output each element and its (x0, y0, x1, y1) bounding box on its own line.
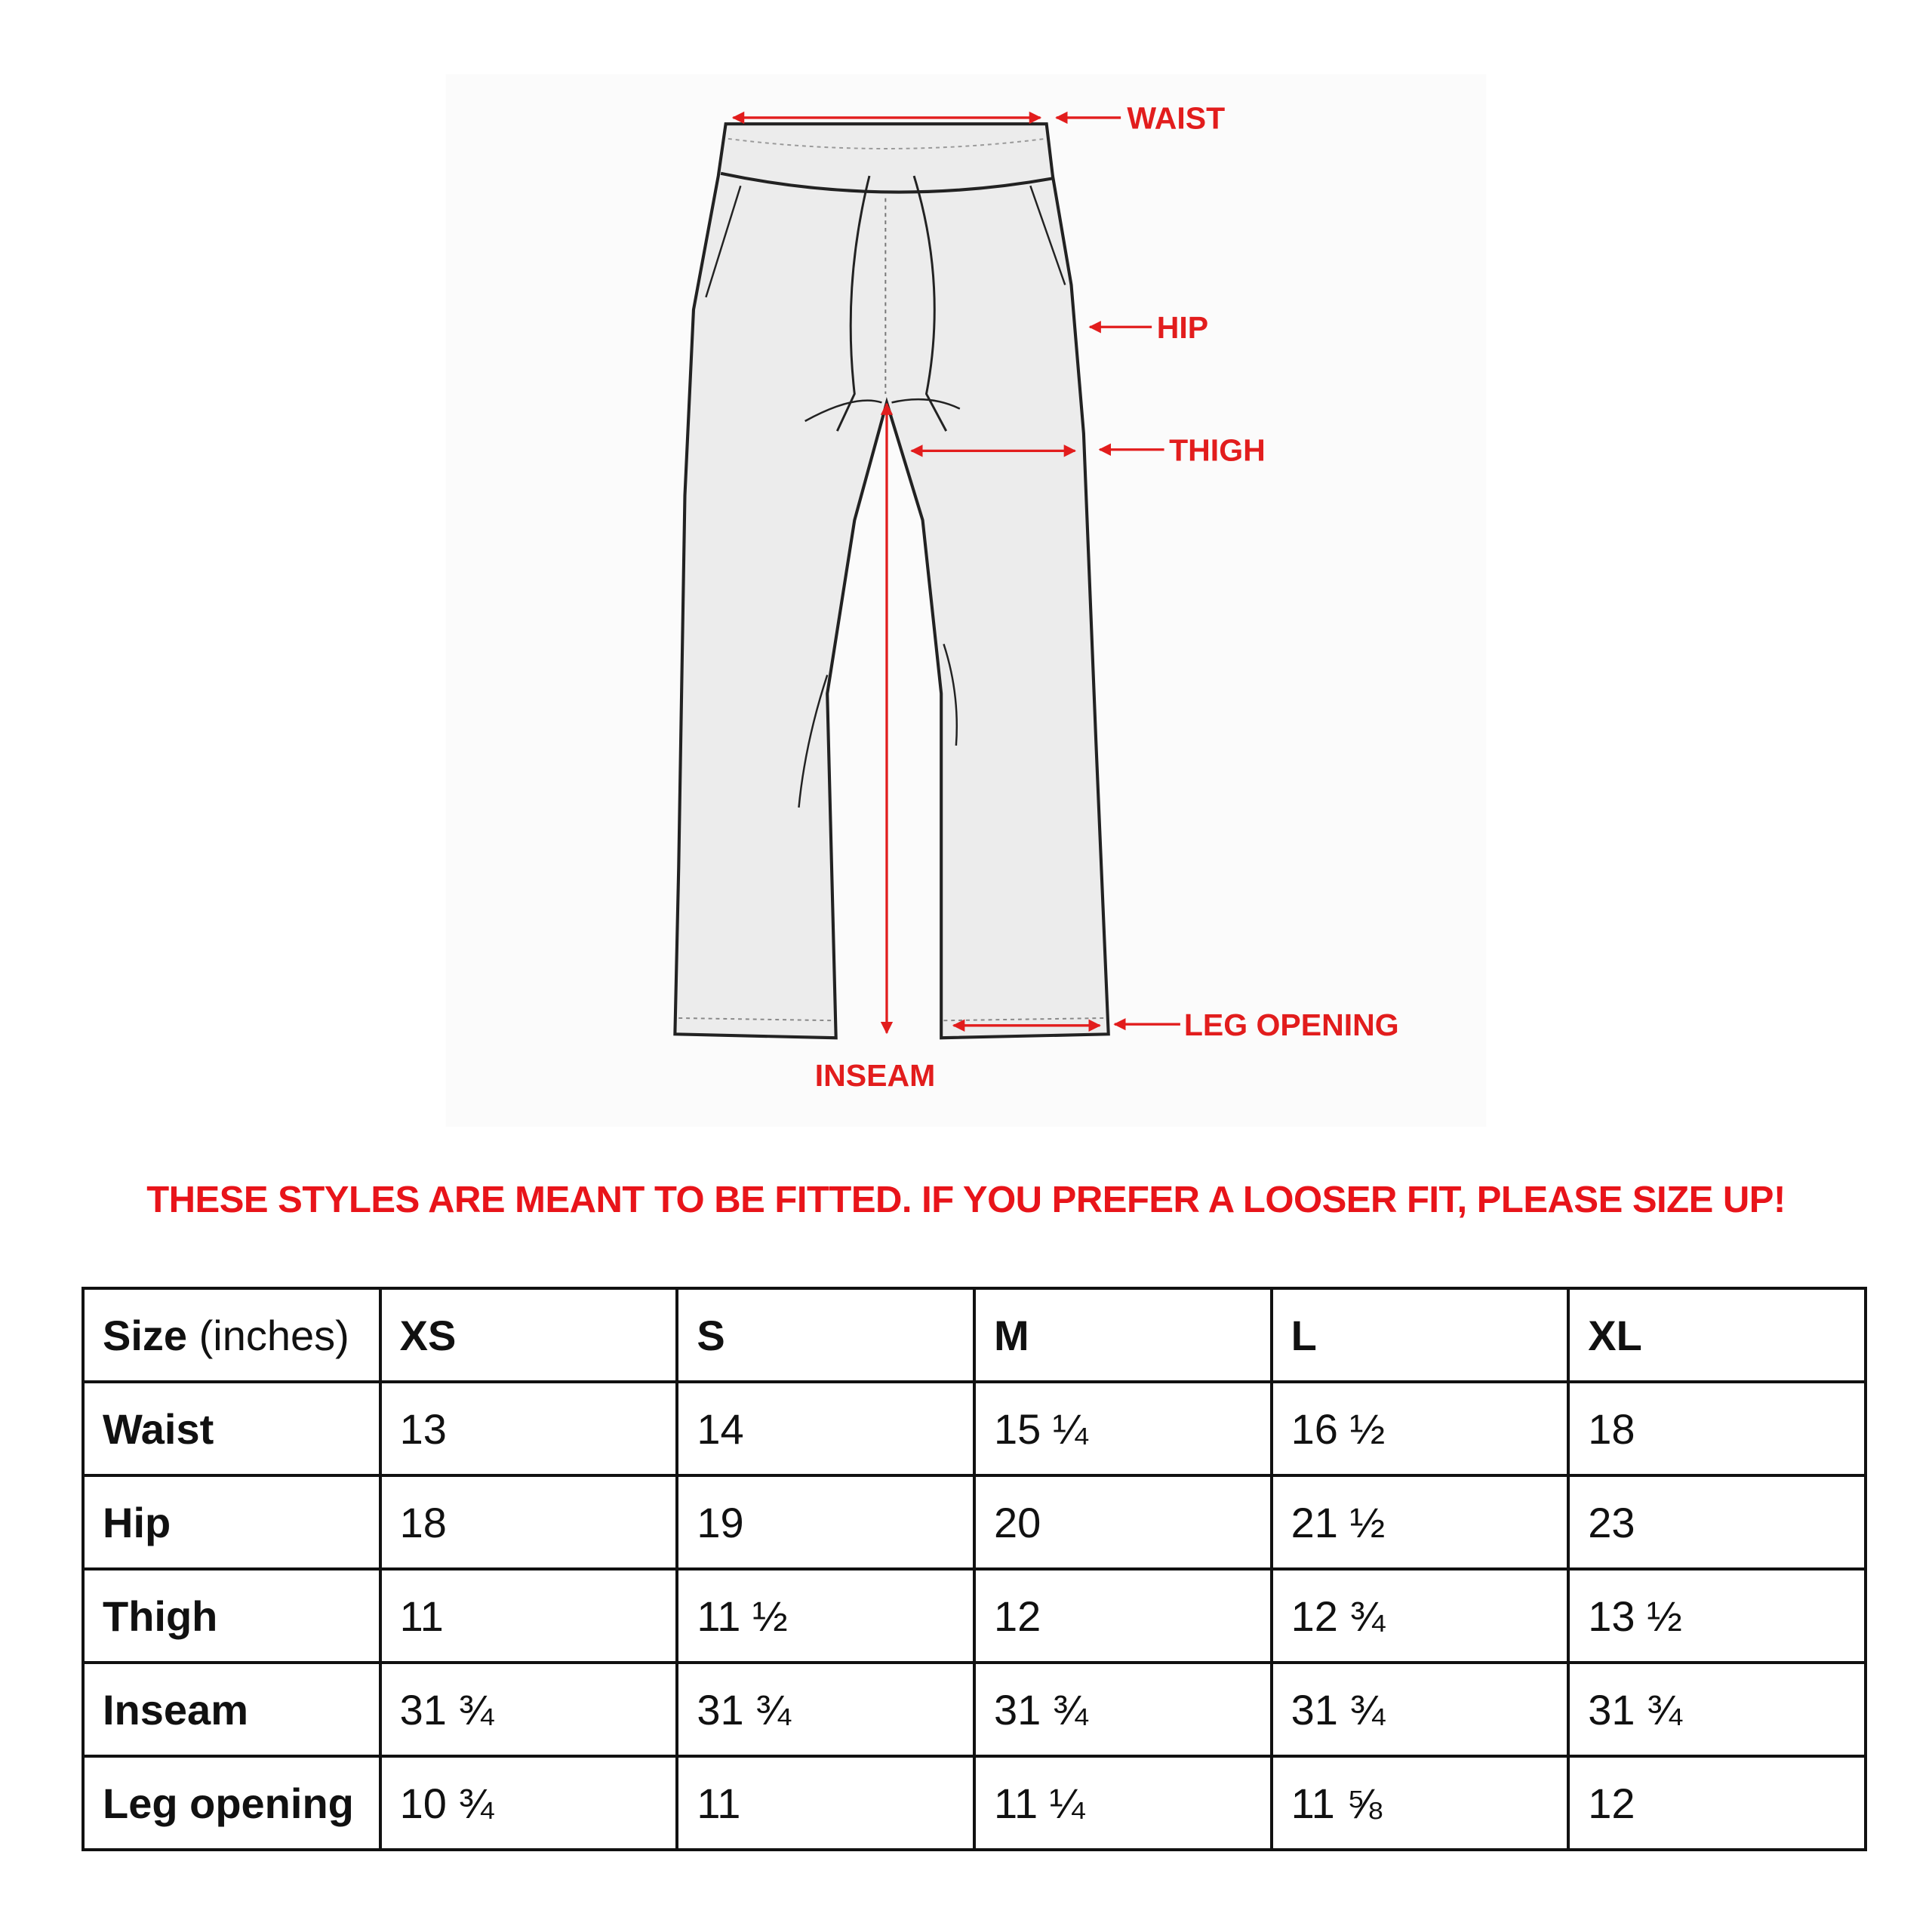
table-row-waist: Waist 13 14 15 ¼ 16 ½ 18 (82, 1380, 1867, 1477)
table-cell: 13 (378, 1380, 679, 1477)
row-label: Waist (82, 1380, 382, 1477)
table-cell: 12 (1567, 1755, 1867, 1851)
table-cell: 14 (675, 1380, 976, 1477)
table-cell: 31 ¾ (675, 1661, 976, 1758)
row-label: Thigh (82, 1567, 382, 1664)
table-cell: 31 ¾ (972, 1661, 1273, 1758)
table-header-row: Size (inches) XS S M L XL (82, 1287, 1867, 1383)
table-cell: 11 (378, 1567, 679, 1664)
table-cell: 23 (1567, 1474, 1867, 1571)
table-cell: 31 ¾ (1567, 1661, 1867, 1758)
header-size-label: Size (inches) (82, 1287, 382, 1383)
inseam-label: INSEAM (815, 1058, 936, 1093)
table-cell: 11 ⅝ (1269, 1755, 1571, 1851)
pants-illustration (673, 122, 1110, 1040)
table-cell: 18 (1567, 1380, 1867, 1477)
row-label: Inseam (82, 1661, 382, 1758)
header-size-l: L (1269, 1287, 1571, 1383)
row-label: Leg opening (82, 1755, 382, 1851)
table-cell: 10 ¾ (378, 1755, 679, 1851)
table-cell: 20 (972, 1474, 1273, 1571)
table-cell: 11 ½ (675, 1567, 976, 1664)
table-cell: 21 ½ (1269, 1474, 1571, 1571)
table-cell: 15 ¼ (972, 1380, 1273, 1477)
table-cell: 31 ¾ (378, 1661, 679, 1758)
table-cell: 31 ¾ (1269, 1661, 1571, 1758)
size-chart-table: Size (inches) XS S M L XL Waist 13 14 15… (82, 1287, 1867, 1851)
table-row-thigh: Thigh 11 11 ½ 12 12 ¾ 13 ½ (82, 1567, 1867, 1664)
table-cell: 11 (675, 1755, 976, 1851)
table-cell: 11 ¼ (972, 1755, 1273, 1851)
table-row-inseam: Inseam 31 ¾ 31 ¾ 31 ¾ 31 ¾ 31 ¾ (82, 1661, 1867, 1758)
row-label: Hip (82, 1474, 382, 1571)
table-cell: 12 ¾ (1269, 1567, 1571, 1664)
table-row-hip: Hip 18 19 20 21 ½ 23 (82, 1474, 1867, 1571)
header-size-m: M (972, 1287, 1273, 1383)
waist-label: WAIST (1127, 101, 1225, 136)
table-cell: 18 (378, 1474, 679, 1571)
pants-measurement-diagram: WAIST HIP THIGH LEG OPENING INSEAM (673, 100, 1399, 1094)
header-size-s: S (675, 1287, 976, 1383)
thigh-label: THIGH (1169, 433, 1266, 468)
header-size-xs: XS (378, 1287, 679, 1383)
table-cell: 16 ½ (1269, 1380, 1571, 1477)
unit-label: (inches) (198, 1311, 349, 1359)
table-cell: 13 ½ (1567, 1567, 1867, 1664)
table-row-leg-opening: Leg opening 10 ¾ 11 11 ¼ 11 ⅝ 12 (82, 1755, 1867, 1851)
header-size-xl: XL (1567, 1287, 1867, 1383)
table-cell: 19 (675, 1474, 976, 1571)
table-cell: 12 (972, 1567, 1273, 1664)
fit-notice: THESE STYLES ARE MEANT TO BE FITTED. IF … (146, 1180, 1786, 1220)
leg-opening-label: LEG OPENING (1184, 1008, 1399, 1042)
size-label: Size (103, 1311, 188, 1359)
measurement-arrows (731, 111, 1180, 1035)
hip-label: HIP (1157, 310, 1208, 345)
